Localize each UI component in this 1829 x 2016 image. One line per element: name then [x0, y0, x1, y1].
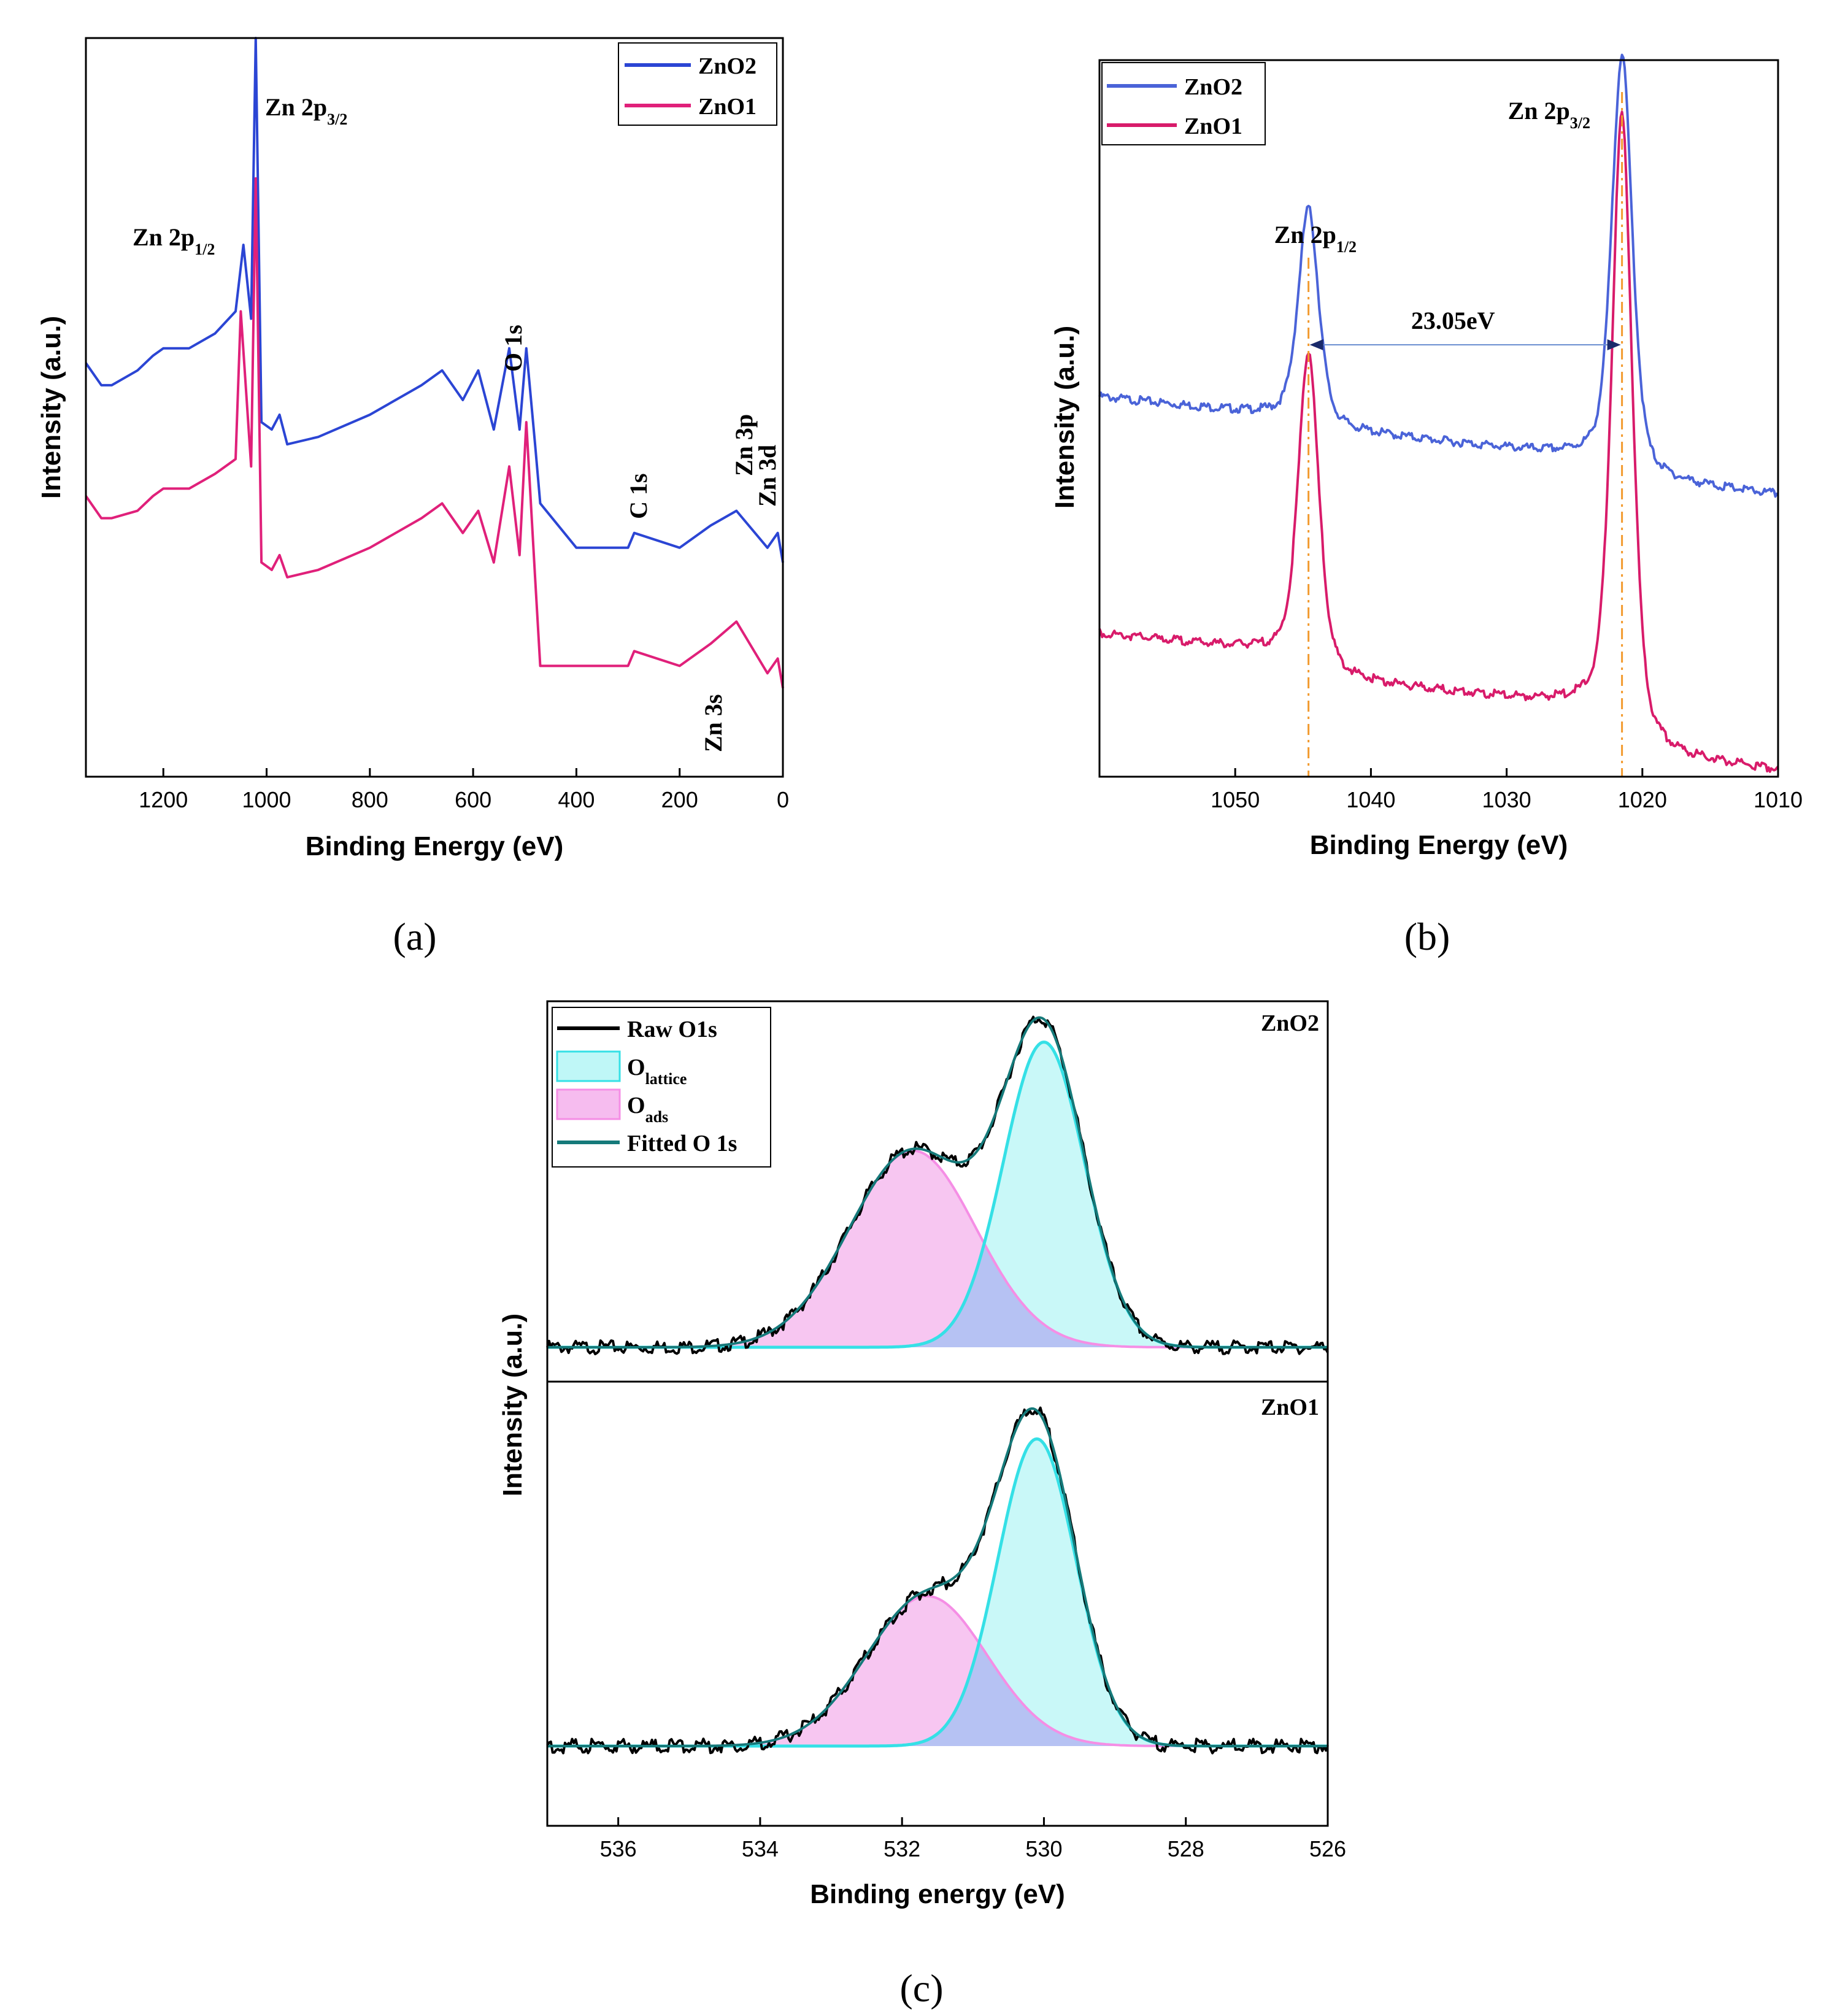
panel-c-legend-box: [552, 1007, 771, 1168]
panel-a-annotation-zn-3s: Zn 3s: [699, 694, 727, 753]
panel-c-xtick-label-536: 536: [600, 1836, 637, 1861]
panel-a-legend: ZnO2 ZnO1: [618, 42, 777, 126]
panel-a: 1200 1000 800 600 400 200 0 Binding Energy (eV…: [36, 37, 789, 958]
panel-b-xlabel: Binding Energy (eV): [1310, 830, 1568, 860]
panel-a-annotation-o-1s: O 1s: [499, 325, 527, 372]
panel-c-ticks: 536 534 532 530 528 526: [600, 1817, 1346, 1861]
panel-a-series-zno2: [85, 37, 784, 563]
panel-a-frame: [85, 37, 784, 778]
panel-a-annotation-zn-3d: Zn 3d: [753, 445, 781, 507]
panel-b-series-zno1: [1098, 110, 1779, 773]
panel-b-xtick-label-1010: 1010: [1754, 787, 1803, 812]
panel-c-plot: [546, 1015, 1329, 1755]
panel-c-legend-label-fitted-o-1s: Fitted O 1s: [627, 1131, 737, 1156]
panel-b-annotations: 23.05eV Zn 2p1/2 Zn 2p3/2: [1274, 97, 1590, 334]
panel-c-zno2-ads-fill: [547, 1150, 1328, 1347]
panel-a-xtick-label-800: 800: [352, 787, 388, 812]
panel-c-ylabel: Intensity (a.u.): [498, 1314, 528, 1496]
panel-c-sample-top: ZnO2: [1261, 1010, 1319, 1036]
panel-a-xtick-label-1000: 1000: [242, 787, 291, 812]
panel-c-xtick-label-532: 532: [884, 1836, 920, 1861]
panel-c-xlabel: Binding energy (eV): [810, 1879, 1065, 1909]
panel-b-xtick-label-1020: 1020: [1618, 787, 1667, 812]
panel-a-xtick-label-1200: 1200: [139, 787, 188, 812]
panel-b-frame: [1098, 59, 1779, 778]
panel-b-annotation-zn-2p-1-2: Zn 2p1/2: [1274, 221, 1357, 256]
panel-a-plot: [85, 37, 784, 688]
panel-a-legend-box: [618, 42, 777, 126]
panel-c-xtick-label-528: 528: [1168, 1836, 1204, 1861]
panel-c-frame: [546, 1000, 1329, 1827]
panel-a-annotation-zn-2p3-2: Zn 2p3/2: [265, 93, 347, 128]
panel-c-legend: Raw O1s Olattice Oads Fitted O 1s: [552, 1007, 771, 1168]
panel-c-zno1-ads-fill: [547, 1596, 1328, 1746]
panel-a-ticks: 1200 1000 800 600 400 200 0: [139, 768, 789, 812]
panel-a-xlabel: Binding Energy (eV): [306, 831, 563, 861]
panel-b-separation-label: 23.05eV: [1411, 307, 1495, 334]
panel-b-ylabel: Intensity (a.u.): [1050, 326, 1080, 509]
panel-b-ticks: 1050 1040 1030 1020 1010: [1211, 768, 1803, 812]
panel-a-label: (a): [393, 915, 436, 958]
panel-b-separation-arrowhead-left: [1309, 339, 1323, 350]
panel-b-legend: ZnO2 ZnO1: [1101, 62, 1266, 145]
panel-a-ylabel: Intensity (a.u.): [36, 316, 66, 499]
panel-c-label: (c): [899, 1966, 943, 2010]
panel-b-label: (b): [1404, 915, 1450, 958]
panel-b-legend-box: [1101, 62, 1266, 145]
panel-b-plot: [1098, 53, 1779, 777]
panel-c-legend-swatch-oads: [556, 1088, 621, 1120]
panel-c-xtick-label-530: 530: [1025, 1836, 1062, 1861]
panel-a-annotation-c-1s: C 1s: [625, 474, 652, 519]
panel-c-xtick-label-534: 534: [742, 1836, 779, 1861]
panel-c-legend-label-raw-o1s: Raw O1s: [627, 1017, 717, 1042]
panel-a-annotation-zn-2p1-2: Zn 2p1/2: [133, 223, 215, 258]
panel-b-xtick-label-1040: 1040: [1346, 787, 1395, 812]
panel-a-xtick-label-600: 600: [455, 787, 491, 812]
panel-b-legend-label-zno2: ZnO2: [1184, 74, 1242, 100]
panel-c-legend-label-olattice: Olattice: [627, 1055, 687, 1088]
panel-b-separation-arrowhead-right: [1607, 339, 1621, 350]
panel-a-legend-label-zno1: ZnO1: [698, 94, 757, 120]
panel-b-xtick-label-1050: 1050: [1211, 787, 1260, 812]
panel-b-series-zno2: [1098, 53, 1779, 498]
panel-a-xtick-label-400: 400: [558, 787, 595, 812]
panel-c: 536 534 532 530 528 526 ZnO2 ZnO1 Binding ene…: [498, 1000, 1346, 2010]
panel-a-legend-label-zno2: ZnO2: [698, 53, 757, 79]
panel-b-legend-label-zno1: ZnO1: [1184, 113, 1242, 139]
panel-c-zno1-raw-curve: [546, 1406, 1329, 1755]
panel-a-xtick-label-0: 0: [777, 787, 789, 812]
panel-b-annotation-zn-2p-3-2: Zn 2p3/2: [1508, 97, 1590, 132]
panel-a-annotation-zn-3p: Zn 3p: [730, 414, 758, 476]
panel-c-zno2-fitted-curve: [547, 1016, 1328, 1348]
panel-c-legend-swatch-olattice: [556, 1050, 621, 1082]
panel-c-zno1-fitted-curve: [547, 1407, 1328, 1747]
panel-b: 1050 1040 1030 1020 1010 Binding Energy (eV)…: [1050, 53, 1803, 958]
panel-c-xtick-label-526: 526: [1309, 1836, 1346, 1861]
panel-b-xtick-label-1030: 1030: [1482, 787, 1531, 812]
panel-c-legend-label-oads: Oads: [627, 1093, 668, 1126]
panel-c-zno2-raw-curve: [546, 1015, 1329, 1355]
panel-c-sample-bottom: ZnO1: [1261, 1395, 1319, 1420]
panel-a-xtick-label-200: 200: [661, 787, 698, 812]
panel-a-series-zno1: [85, 177, 784, 688]
